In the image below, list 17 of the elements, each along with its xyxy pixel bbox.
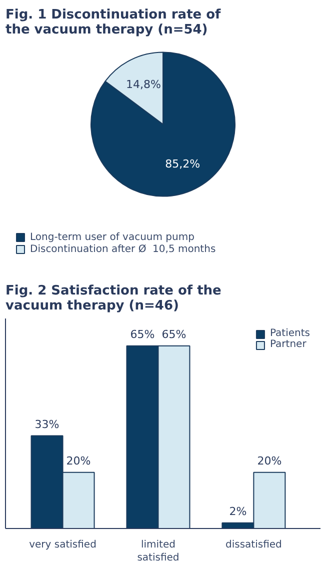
legend-label: Discontinuation after Ø 10,5 months — [30, 243, 216, 255]
chart-title: Fig. 2 Satisfaction rate of the vacuum therapy (n=46) — [6, 284, 222, 314]
data-label: 33% — [34, 418, 60, 431]
data-label: 85,2% — [165, 158, 200, 171]
data-label: 14,8% — [126, 78, 161, 91]
chart-title: Fig. 1 Discontinuation rate of the vacuum therapy (n=54) — [6, 8, 222, 38]
x-tick-label: limited satisfied — [137, 540, 180, 564]
data-label: 65% — [130, 328, 155, 341]
legend-label: Partner — [270, 339, 306, 350]
x-tick-label: dissatisfied — [225, 540, 282, 550]
data-label: 2% — [229, 504, 247, 518]
data-label: 65% — [162, 328, 186, 341]
legend-label: Patients — [270, 328, 310, 339]
data-label: 20% — [66, 454, 91, 468]
x-tick-label: very satisfied — [29, 540, 96, 550]
data-label: 20% — [257, 454, 282, 468]
legend-label: Long-term user of vacuum pump — [30, 231, 194, 243]
